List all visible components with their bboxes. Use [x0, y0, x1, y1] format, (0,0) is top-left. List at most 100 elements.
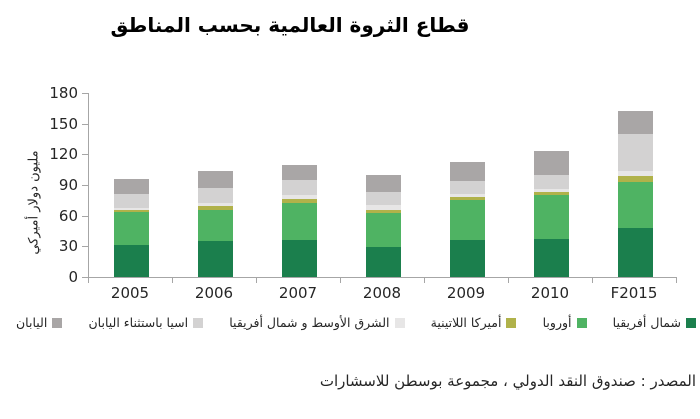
bar-segment — [281, 164, 317, 180]
legend-label: الشرق الأوسط و شمال أفريقيا — [229, 315, 390, 330]
bar-segment — [449, 197, 485, 201]
x-tick-mark — [256, 278, 257, 283]
bar-segment — [197, 241, 233, 277]
bar-2008 — [341, 93, 425, 277]
bar-segment — [617, 170, 653, 176]
y-tick-label: 180 — [49, 84, 78, 102]
y-tick-label: 30 — [58, 237, 78, 256]
bar-segment — [617, 227, 653, 277]
x-tick-label: 2006 — [194, 284, 234, 302]
legend-item: الشرق الأوسط و شمال أفريقيا — [229, 315, 405, 330]
bar-segment — [197, 188, 233, 204]
legend-swatch — [52, 317, 63, 328]
legend-swatch — [394, 317, 405, 328]
bar-segment — [197, 206, 233, 210]
legend-item: اسيا باستثناء اليابان — [89, 315, 204, 330]
bar-2010 — [509, 93, 593, 277]
y-tick-mark — [82, 277, 88, 278]
y-tick-mark — [82, 246, 88, 248]
legend-label: شمال أفريقيا — [612, 315, 681, 330]
y-tick-label: 0 — [68, 268, 78, 286]
bar-segment — [449, 240, 485, 277]
legend: اليابان اسيا باستثناء اليابان الشرق الأوسط… — [16, 315, 696, 330]
x-tick-label: 2010 — [530, 284, 570, 302]
bar-segment — [281, 203, 317, 241]
source-note: المصدر : صندوق النقد الدولي ، مجموعة بوس… — [319, 372, 696, 390]
bar-2005 — [89, 93, 173, 277]
y-tick-label: 120 — [49, 145, 78, 164]
bar-segment — [365, 192, 401, 206]
legend-swatch — [576, 317, 587, 328]
legend-label: اليابان — [16, 315, 48, 330]
legend-item: اليابان — [16, 315, 63, 330]
bar-segment — [449, 194, 485, 198]
legend-swatch — [193, 317, 204, 328]
legend-item: شمال أفريقيا — [613, 315, 696, 330]
y-tick-mark — [82, 185, 88, 186]
bar-segment — [533, 192, 569, 196]
chart-title: قطاع الثروة العالمية بحسب المناطق — [110, 13, 470, 37]
x-tick-label: 2007 — [278, 284, 318, 302]
bar-segment — [365, 209, 401, 213]
x-tick-label: F2015 — [610, 284, 658, 302]
y-tick-label: 90 — [58, 176, 78, 194]
bar-segment — [365, 205, 401, 210]
legend-item: أميركا اللاتينية — [431, 315, 517, 330]
bar-segment — [449, 161, 485, 181]
x-tick-mark — [88, 278, 89, 283]
bar-segment — [113, 194, 149, 208]
bar-segment — [617, 111, 653, 134]
bar-segment — [197, 203, 233, 207]
x-tick-label: 2008 — [362, 284, 402, 302]
legend-label: اسيا باستثناء اليابان — [88, 315, 189, 330]
bar-segment — [281, 195, 317, 200]
x-tick-mark — [676, 278, 677, 283]
bar-F2015 — [593, 93, 677, 277]
bar-segment — [113, 245, 149, 277]
x-tick-mark — [172, 278, 173, 283]
bar-segment — [281, 240, 317, 277]
y-tick-mark — [82, 93, 88, 94]
bar-segment — [533, 151, 569, 175]
bar-segment — [365, 247, 401, 277]
bar-segment — [533, 189, 569, 193]
bar-segment — [113, 207, 149, 210]
bar-segment — [617, 181, 653, 228]
legend-item: أوروبا — [543, 315, 587, 330]
y-tick-label: 60 — [58, 206, 78, 225]
bar-segment — [113, 209, 149, 212]
x-tick-mark — [424, 278, 425, 283]
y-tick-mark — [82, 215, 88, 217]
bar-segment — [197, 170, 233, 189]
bar-2009 — [425, 93, 509, 277]
y-tick-label: 150 — [49, 114, 78, 133]
x-tick-mark — [592, 278, 593, 283]
x-axis-labels: 2005 2006 2007 2008 2009 2010 F2015 — [88, 284, 676, 302]
x-tick-label: 2009 — [446, 284, 486, 302]
bar-2007 — [257, 93, 341, 277]
bar-segment — [533, 174, 569, 190]
legend-swatch — [685, 317, 696, 328]
legend-label: أوروبا — [542, 315, 572, 330]
bar-segment — [197, 209, 233, 242]
bar-segment — [449, 180, 485, 195]
legend-swatch — [506, 317, 517, 328]
bar-segment — [365, 212, 401, 248]
bar-segment — [113, 178, 149, 195]
bar-segment — [113, 211, 149, 246]
bar-segment — [617, 133, 653, 171]
bar-segment — [365, 174, 401, 193]
x-tick-label: 2005 — [110, 284, 150, 302]
bar-segment — [281, 199, 317, 204]
y-tick-mark — [82, 123, 88, 125]
bar-2006 — [173, 93, 257, 277]
bar-segment — [449, 200, 485, 241]
y-tick-mark — [82, 154, 88, 156]
x-tick-mark — [508, 278, 509, 283]
plot-area — [88, 93, 677, 278]
legend-label: أميركا اللاتينية — [430, 315, 502, 330]
bar-segment — [617, 175, 653, 182]
bar-segment — [533, 239, 569, 277]
x-tick-mark — [340, 278, 341, 283]
